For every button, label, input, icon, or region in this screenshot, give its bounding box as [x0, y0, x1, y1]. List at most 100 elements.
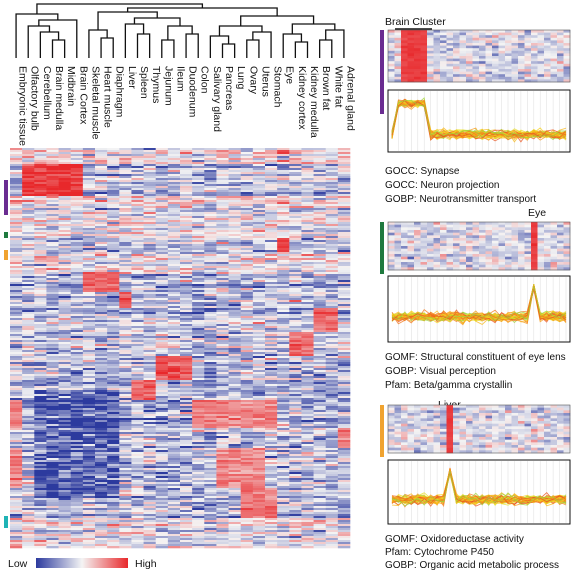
heatmap-cell — [167, 232, 181, 235]
heatmap-cell — [10, 264, 23, 267]
heatmap-cell — [95, 260, 108, 263]
heatmap-cell — [22, 240, 35, 243]
heatmap-cell — [34, 326, 47, 329]
heatmap-cell — [10, 326, 23, 329]
heatmap-cell — [228, 372, 242, 375]
heatmap-cell — [95, 334, 108, 337]
heatmap-cell — [216, 218, 229, 221]
heatmap-cell — [22, 436, 35, 439]
heatmap-cell — [46, 450, 59, 453]
heatmap-cell — [107, 440, 120, 443]
heatmap-cell — [58, 326, 72, 329]
heatmap-cell — [119, 496, 132, 499]
heatmap-cell — [70, 296, 84, 299]
heatmap-cell — [167, 264, 181, 267]
heatmap-cell — [192, 298, 205, 301]
heatmap-cell — [192, 438, 205, 441]
heatmap-cell — [240, 444, 254, 447]
heatmap-cell — [155, 412, 169, 415]
heatmap-cell — [265, 300, 278, 303]
heatmap-cell — [337, 304, 351, 307]
heatmap-cell — [337, 218, 351, 221]
heatmap-cell — [107, 306, 120, 309]
heatmap-cell — [180, 306, 193, 309]
heatmap-cell — [107, 468, 120, 471]
heatmap-cell — [34, 182, 47, 185]
heatmap-cell — [252, 186, 266, 189]
heatmap-cell — [180, 402, 193, 405]
heatmap-cell — [325, 386, 339, 389]
heatmap-cell — [155, 432, 169, 435]
heatmap-cell — [34, 348, 47, 351]
heatmap-cell — [277, 242, 290, 245]
heatmap-cell — [289, 288, 302, 291]
heatmap-cell — [107, 388, 120, 391]
heatmap-cell — [95, 158, 108, 161]
heatmap-cell — [204, 444, 217, 447]
heatmap-cell — [301, 394, 314, 397]
heatmap-cell — [22, 180, 35, 183]
heatmap-cell — [289, 382, 302, 385]
heatmap-cell — [289, 252, 302, 255]
dendrogram-branch — [161, 39, 175, 58]
heatmap-cell — [289, 440, 302, 443]
heatmap-cell — [58, 498, 72, 501]
heatmap-cell — [180, 376, 193, 379]
heatmap-cell — [82, 160, 96, 163]
heatmap-cell — [46, 342, 59, 345]
heatmap-cell — [82, 376, 96, 379]
heatmap-cell — [228, 496, 242, 499]
heatmap-cell — [192, 468, 205, 471]
heatmap-cell — [131, 380, 144, 383]
heatmap-cell — [82, 444, 96, 447]
heatmap-cell — [313, 462, 327, 465]
heatmap-cell — [252, 484, 266, 487]
heatmap-cell — [46, 346, 59, 349]
heatmap-cell — [252, 232, 266, 235]
heatmap-cell — [252, 440, 266, 443]
heatmap-cell — [277, 160, 290, 163]
heatmap-cell — [325, 358, 339, 361]
heatmap-cell — [22, 322, 35, 325]
heatmap-cell — [58, 352, 72, 355]
heatmap-cell — [131, 394, 144, 397]
heatmap-cell — [46, 218, 59, 221]
heatmap-cell — [82, 162, 96, 165]
heatmap-cell — [289, 454, 302, 457]
heatmap-cell — [155, 204, 169, 207]
heatmap-cell — [265, 162, 278, 165]
heatmap-cell — [325, 238, 339, 241]
heatmap-cell — [107, 352, 120, 355]
heatmap-cell — [95, 294, 108, 297]
heatmap-cell — [265, 278, 278, 281]
heatmap-cell — [34, 344, 47, 347]
tissue-label: Lung — [235, 66, 247, 90]
heatmap-cell — [180, 340, 193, 343]
heatmap-cell — [325, 300, 339, 303]
heatmap-cell — [277, 240, 290, 243]
heatmap-cell — [277, 312, 290, 315]
heatmap-cell — [289, 274, 302, 277]
heatmap-cell — [277, 166, 290, 169]
heatmap-cell — [289, 476, 302, 479]
heatmap-cell — [46, 174, 59, 177]
heatmap-cell — [155, 378, 169, 381]
heatmap-cell — [180, 432, 193, 435]
heatmap-cell — [228, 484, 242, 487]
heatmap-cell — [143, 310, 157, 313]
heatmap-cell — [313, 448, 327, 451]
heatmap-cell — [240, 352, 254, 355]
heatmap-cell — [107, 414, 120, 417]
heatmap-cell — [58, 422, 72, 425]
heatmap-cell — [155, 290, 169, 293]
heatmap-cell — [95, 358, 108, 361]
heatmap-cell — [277, 460, 290, 463]
heatmap-cell — [180, 338, 193, 341]
heatmap-cell — [107, 294, 120, 297]
heatmap-cell — [82, 194, 96, 197]
heatmap-cell — [131, 160, 144, 163]
heatmap-cell — [277, 260, 290, 263]
heatmap-cell — [277, 392, 290, 395]
heatmap-cell — [252, 236, 266, 239]
heatmap-cell — [143, 426, 157, 429]
